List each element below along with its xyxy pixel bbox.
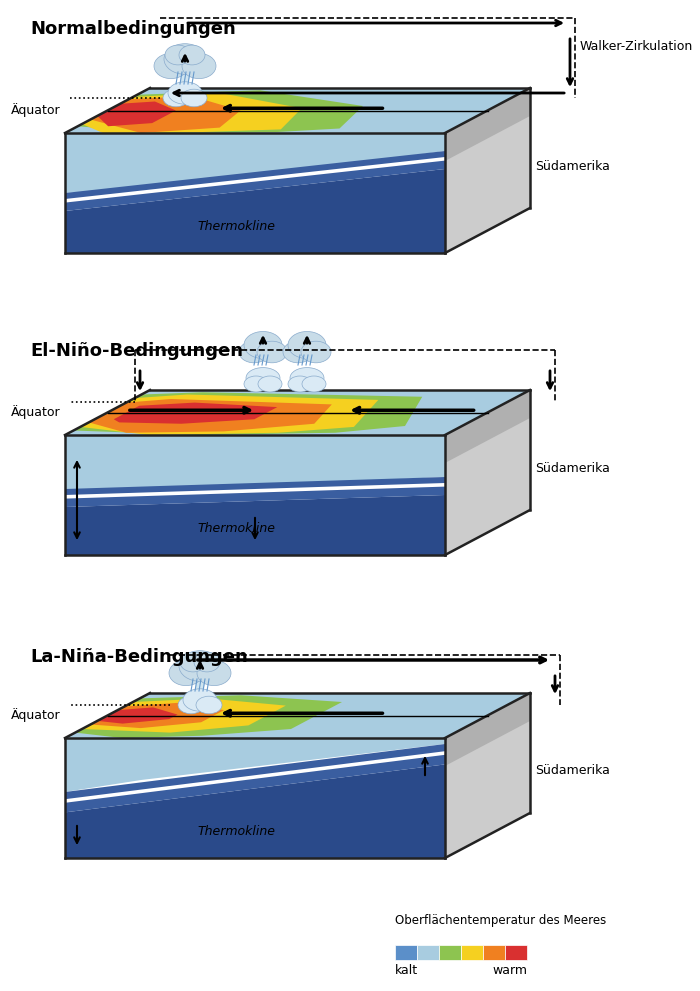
Ellipse shape <box>244 376 268 392</box>
Text: La-Niña-Bedingungen: La-Niña-Bedingungen <box>30 648 248 666</box>
Text: Südamerika: Südamerika <box>535 462 610 475</box>
Polygon shape <box>65 157 445 202</box>
Polygon shape <box>193 667 207 695</box>
Polygon shape <box>65 738 445 792</box>
Polygon shape <box>82 92 302 133</box>
Polygon shape <box>78 90 363 133</box>
Polygon shape <box>65 169 445 253</box>
Text: Äquator: Äquator <box>10 103 60 118</box>
Text: Oberflächentemperatur des Meeres: Oberflächentemperatur des Meeres <box>395 914 606 927</box>
Polygon shape <box>65 738 445 858</box>
Polygon shape <box>65 435 445 489</box>
Polygon shape <box>65 483 445 498</box>
Ellipse shape <box>290 368 324 388</box>
Ellipse shape <box>179 651 221 681</box>
Text: Südamerika: Südamerika <box>535 764 610 778</box>
Ellipse shape <box>258 376 282 392</box>
Text: warm: warm <box>492 964 527 977</box>
Text: Thermokline: Thermokline <box>197 220 275 233</box>
Polygon shape <box>90 703 224 728</box>
Ellipse shape <box>164 44 206 74</box>
Polygon shape <box>65 751 445 803</box>
Bar <box>483 945 505 960</box>
Text: Thermokline: Thermokline <box>197 522 275 535</box>
Polygon shape <box>445 390 530 555</box>
Bar <box>417 945 439 960</box>
Polygon shape <box>178 60 192 88</box>
Bar <box>505 945 527 960</box>
Text: Thermokline: Thermokline <box>197 826 275 838</box>
Ellipse shape <box>302 376 326 392</box>
Ellipse shape <box>197 660 231 686</box>
Polygon shape <box>65 133 445 253</box>
Polygon shape <box>89 399 332 433</box>
Text: Äquator: Äquator <box>10 709 60 722</box>
Polygon shape <box>65 738 445 858</box>
Bar <box>439 945 461 960</box>
Ellipse shape <box>183 689 217 712</box>
Ellipse shape <box>196 697 222 714</box>
Ellipse shape <box>182 54 216 78</box>
Polygon shape <box>445 88 530 253</box>
Polygon shape <box>75 696 342 738</box>
Text: Südamerika: Südamerika <box>535 160 610 172</box>
Ellipse shape <box>288 376 312 392</box>
Text: Walker-Zirkulation: Walker-Zirkulation <box>580 40 693 53</box>
Ellipse shape <box>257 341 287 363</box>
Ellipse shape <box>180 652 206 672</box>
Polygon shape <box>65 495 445 555</box>
Text: El-Niño-Bedingungen: El-Niño-Bedingungen <box>30 342 243 360</box>
Ellipse shape <box>194 652 220 672</box>
Ellipse shape <box>181 89 207 107</box>
Polygon shape <box>65 133 445 253</box>
Polygon shape <box>65 151 445 211</box>
Polygon shape <box>82 699 286 732</box>
Ellipse shape <box>246 368 280 388</box>
Polygon shape <box>65 435 445 555</box>
Text: kalt: kalt <box>395 964 418 977</box>
Polygon shape <box>97 708 178 723</box>
Ellipse shape <box>169 660 203 686</box>
Polygon shape <box>445 693 530 766</box>
Polygon shape <box>445 693 530 858</box>
Ellipse shape <box>168 82 202 104</box>
Polygon shape <box>65 744 445 813</box>
Polygon shape <box>90 96 241 133</box>
Polygon shape <box>65 764 445 858</box>
Bar <box>395 945 417 960</box>
Polygon shape <box>445 390 530 463</box>
Polygon shape <box>74 392 422 435</box>
Polygon shape <box>65 390 530 435</box>
Ellipse shape <box>283 341 313 363</box>
Polygon shape <box>97 101 176 126</box>
Ellipse shape <box>154 54 188 78</box>
Polygon shape <box>80 394 378 435</box>
Ellipse shape <box>165 46 191 64</box>
Text: Normalbedingungen: Normalbedingungen <box>30 20 236 38</box>
Polygon shape <box>65 693 530 738</box>
Polygon shape <box>65 88 530 133</box>
Ellipse shape <box>288 332 326 359</box>
Polygon shape <box>113 402 277 424</box>
Polygon shape <box>445 88 530 161</box>
Text: Äquator: Äquator <box>10 405 60 419</box>
Ellipse shape <box>179 46 205 64</box>
Polygon shape <box>65 435 445 555</box>
Ellipse shape <box>239 341 269 363</box>
Ellipse shape <box>163 89 189 107</box>
Ellipse shape <box>301 341 331 363</box>
Polygon shape <box>65 133 445 193</box>
Ellipse shape <box>178 697 204 714</box>
Ellipse shape <box>244 332 282 359</box>
Bar <box>461 945 483 960</box>
Polygon shape <box>65 477 445 507</box>
